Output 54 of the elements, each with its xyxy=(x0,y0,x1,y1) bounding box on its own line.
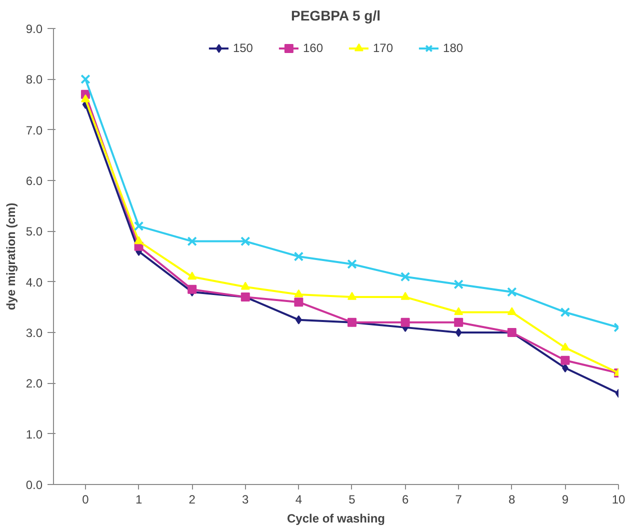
legend-label: 160 xyxy=(302,41,323,55)
x-tick-label: 7 xyxy=(455,492,462,506)
y-tick-label: 1.0 xyxy=(26,427,43,442)
y-tick-label: 0.0 xyxy=(26,478,43,492)
x-tick-label: 6 xyxy=(402,492,409,506)
x-axis-title: Cycle of washing xyxy=(286,512,386,526)
point xyxy=(240,236,250,246)
point xyxy=(400,318,410,327)
point xyxy=(134,236,144,244)
x-tick-label: 3 xyxy=(242,492,250,506)
y-tick-label: 3.0 xyxy=(26,326,43,340)
y-tick-label: 2.0 xyxy=(26,376,43,391)
point xyxy=(560,356,570,365)
point xyxy=(80,74,90,84)
point xyxy=(188,284,197,294)
x-tick-label: 2 xyxy=(188,492,196,506)
y-tick-label: 6.0 xyxy=(26,174,43,188)
x-tick-label: 0 xyxy=(82,492,90,506)
y-tick-label: 4.0 xyxy=(26,275,43,290)
point xyxy=(347,259,357,269)
point xyxy=(560,307,570,318)
x-tick-label: 8 xyxy=(508,492,516,506)
point xyxy=(187,236,197,246)
point xyxy=(454,318,464,327)
y-tick-label: 7.0 xyxy=(26,123,43,138)
point xyxy=(507,307,516,316)
chart-title: PEGBPA 5 g/l xyxy=(291,8,380,24)
point xyxy=(454,307,464,316)
point xyxy=(347,292,356,300)
x-tick-label: 1 xyxy=(135,492,142,506)
point xyxy=(454,279,464,290)
y-tick-label: 5.0 xyxy=(26,224,43,239)
y-tick-label: 9.0 xyxy=(26,22,43,36)
point xyxy=(455,328,462,337)
x-tick-label: 5 xyxy=(348,492,356,506)
point xyxy=(560,342,570,351)
point xyxy=(80,94,90,102)
legend-label: 150 xyxy=(232,41,253,55)
point xyxy=(240,282,250,290)
point xyxy=(134,221,144,231)
point xyxy=(400,272,410,282)
x-tick-label: 4 xyxy=(295,492,302,506)
y-tick-label: 8.0 xyxy=(26,72,43,87)
legend-label: 170 xyxy=(373,41,394,55)
point xyxy=(507,287,517,297)
point xyxy=(294,252,304,262)
point xyxy=(400,292,410,300)
point xyxy=(188,272,197,280)
x-tick-label: 10 xyxy=(612,492,626,506)
point xyxy=(294,289,304,298)
x-tick-label: 9 xyxy=(562,492,569,506)
point xyxy=(294,298,304,307)
y-axis-title: dye migration (cm) xyxy=(4,202,18,310)
legend-label: 180 xyxy=(443,41,464,55)
